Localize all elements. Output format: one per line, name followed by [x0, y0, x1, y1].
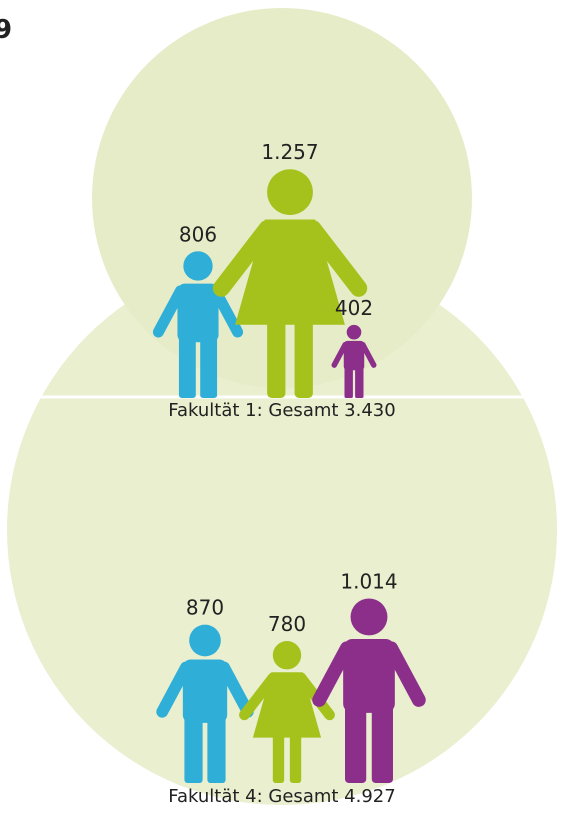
value-label: 870 — [186, 596, 224, 620]
head — [183, 251, 213, 281]
value-label: 806 — [179, 222, 217, 246]
leg — [371, 705, 393, 783]
arm — [304, 220, 368, 297]
leg — [207, 716, 226, 783]
arm — [239, 672, 279, 721]
person-figure — [312, 598, 426, 783]
leg — [289, 734, 302, 783]
heading: 9 — [0, 15, 12, 45]
arm — [312, 641, 354, 707]
leg — [345, 705, 367, 783]
value-label: 1.257 — [261, 140, 318, 164]
arm — [331, 341, 348, 368]
person-figure — [212, 169, 368, 398]
leg — [178, 336, 196, 398]
leg — [355, 367, 364, 398]
person-figure — [152, 251, 244, 398]
torso — [182, 659, 228, 723]
leg — [200, 336, 218, 398]
head — [346, 324, 362, 340]
group-title: Fakultät 4: Gesamt 4.927 — [168, 786, 395, 807]
torso — [343, 639, 395, 713]
background-circle — [7, 255, 557, 805]
leg — [344, 367, 353, 398]
person-figure — [156, 624, 254, 783]
person-figure — [331, 324, 377, 398]
arm — [156, 661, 192, 718]
torso — [343, 340, 365, 371]
torso — [177, 283, 219, 343]
leg — [267, 320, 286, 398]
head — [189, 624, 221, 657]
head — [272, 641, 302, 670]
person-figure — [239, 641, 335, 783]
arm — [218, 661, 254, 718]
arm — [360, 341, 377, 368]
arm — [384, 641, 426, 707]
group-title: Fakultät 1: Gesamt 3.430 — [168, 400, 395, 421]
value-label: 402 — [335, 296, 373, 320]
value-label: 780 — [268, 612, 306, 636]
value-label: 1.014 — [340, 569, 397, 593]
leg — [184, 716, 203, 783]
head — [350, 598, 388, 636]
arm — [152, 285, 186, 338]
arm — [212, 220, 276, 297]
leg — [272, 734, 285, 783]
arm — [210, 285, 244, 338]
head — [267, 169, 313, 215]
leg — [294, 320, 313, 398]
